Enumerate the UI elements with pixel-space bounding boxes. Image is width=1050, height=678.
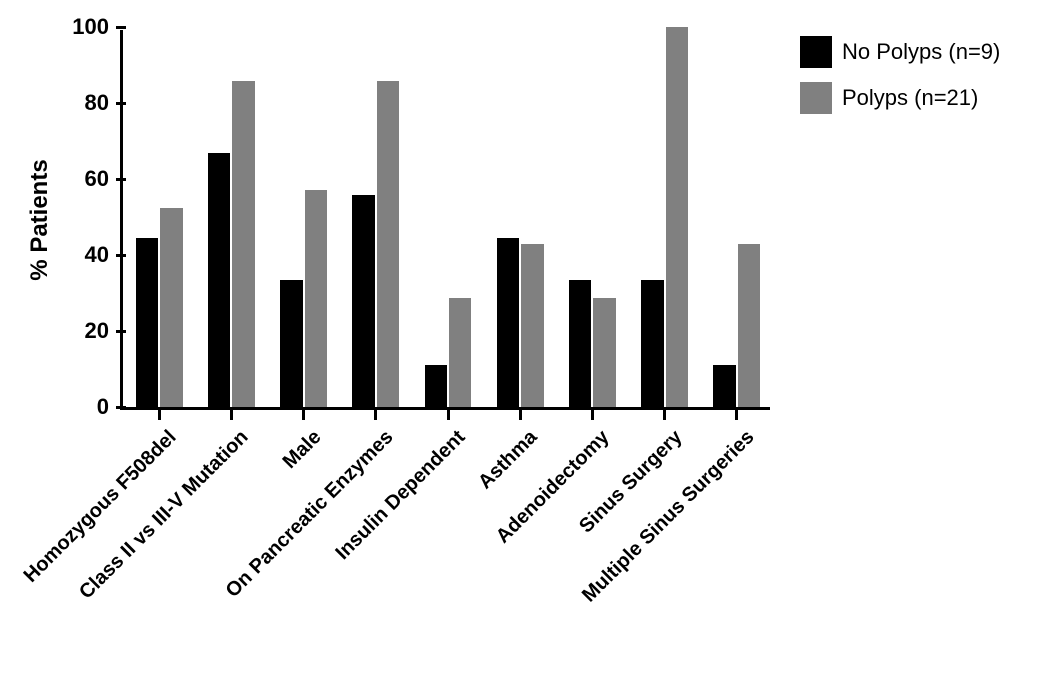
y-tick-label: 100 <box>72 14 109 40</box>
legend-item: Polyps (n=21) <box>800 82 1000 114</box>
y-tick-mark <box>116 406 126 409</box>
y-tick-mark <box>116 102 126 105</box>
bar <box>713 365 735 407</box>
x-tick-mark <box>158 410 161 420</box>
bar <box>738 244 760 407</box>
y-tick-label: 0 <box>97 394 109 420</box>
legend-item: No Polyps (n=9) <box>800 36 1000 68</box>
bar <box>305 190 327 407</box>
y-axis-label: % Patients <box>26 159 54 280</box>
bar <box>521 244 543 407</box>
y-tick-label: 60 <box>85 166 109 192</box>
bar <box>641 280 663 407</box>
y-tick-mark <box>116 330 126 333</box>
bar <box>425 365 447 407</box>
plot-area: 020406080100Homozygous F508delClass II v… <box>120 30 770 410</box>
y-tick-label: 20 <box>85 318 109 344</box>
bar <box>449 298 471 407</box>
x-tick-mark <box>302 410 305 420</box>
legend-label: Polyps (n=21) <box>842 85 978 111</box>
bar <box>208 153 230 407</box>
x-tick-mark <box>519 410 522 420</box>
y-tick-mark <box>116 26 126 29</box>
y-tick-label: 80 <box>85 90 109 116</box>
chart-container: 020406080100Homozygous F508delClass II v… <box>0 0 1050 678</box>
x-tick-mark <box>591 410 594 420</box>
bar <box>497 238 519 407</box>
x-tick-mark <box>447 410 450 420</box>
bar <box>280 280 302 407</box>
x-tick-mark <box>230 410 233 420</box>
bar <box>136 238 158 407</box>
x-tick-mark <box>735 410 738 420</box>
x-tick-mark <box>663 410 666 420</box>
bar <box>352 195 374 407</box>
legend-swatch <box>800 82 832 114</box>
bar <box>160 208 182 408</box>
bar <box>593 298 615 407</box>
legend: No Polyps (n=9) Polyps (n=21) <box>800 36 1000 128</box>
x-tick-mark <box>374 410 377 420</box>
y-tick-mark <box>116 178 126 181</box>
bar <box>666 27 688 407</box>
legend-swatch <box>800 36 832 68</box>
bar <box>377 81 399 407</box>
y-tick-label: 40 <box>85 242 109 268</box>
bar <box>232 81 254 407</box>
bar <box>569 280 591 407</box>
legend-label: No Polyps (n=9) <box>842 39 1000 65</box>
y-tick-mark <box>116 254 126 257</box>
